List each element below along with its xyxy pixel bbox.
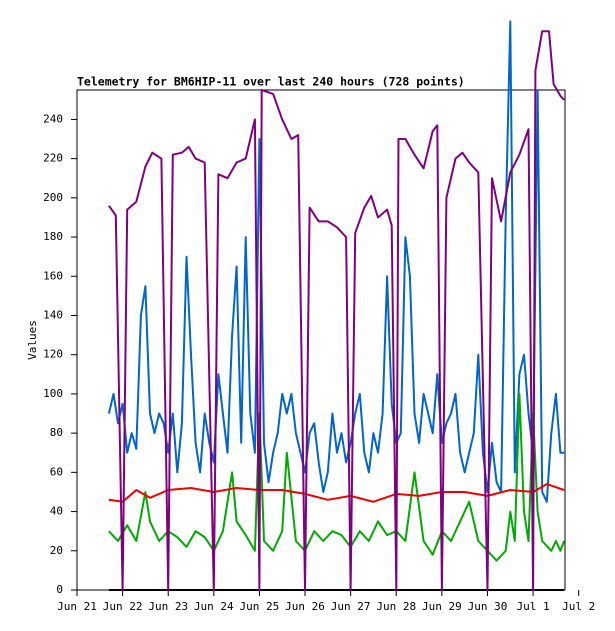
- y-tick-label: 100: [43, 387, 63, 400]
- y-tick-label: 60: [50, 465, 63, 478]
- y-tick-label: 80: [50, 426, 63, 439]
- y-tick-label: 140: [43, 308, 63, 321]
- y-tick-label: 40: [50, 505, 63, 518]
- series-line: [108, 483, 565, 503]
- y-tick-label: 160: [43, 269, 63, 282]
- x-tick-label: Jul 2: [562, 600, 595, 613]
- x-tick-label: Jun 23: [148, 600, 188, 613]
- x-tick-label: Jun 29: [422, 600, 462, 613]
- y-tick-label: 120: [43, 348, 63, 361]
- x-tick-label: Jun 28: [376, 600, 416, 613]
- x-tick-label: Jun 24: [194, 600, 234, 613]
- x-tick-label: Jul 1: [517, 600, 550, 613]
- x-tick-label: Jun 21: [57, 600, 97, 613]
- y-tick-label: 0: [56, 583, 63, 596]
- chart-title: Telemetry for BM6HIP-11 over last 240 ho…: [77, 75, 465, 89]
- x-tick-label: Jun 30: [468, 600, 508, 613]
- y-tick-label: 20: [50, 544, 63, 557]
- y-tick-label: 220: [43, 152, 63, 165]
- x-tick-label: Jun 26: [285, 600, 325, 613]
- y-tick-label: 200: [43, 191, 63, 204]
- series-line: [107, 20, 565, 503]
- y-axis-label: Values: [26, 320, 39, 360]
- y-tick-label: 240: [43, 112, 63, 125]
- series-line: [108, 30, 565, 591]
- y-tick-label: 180: [43, 230, 63, 243]
- x-tick-label: Jun 25: [240, 600, 280, 613]
- x-tick-label: Jun 27: [331, 600, 371, 613]
- plot-frame: [76, 89, 566, 591]
- x-tick-label: Jun 22: [103, 600, 143, 613]
